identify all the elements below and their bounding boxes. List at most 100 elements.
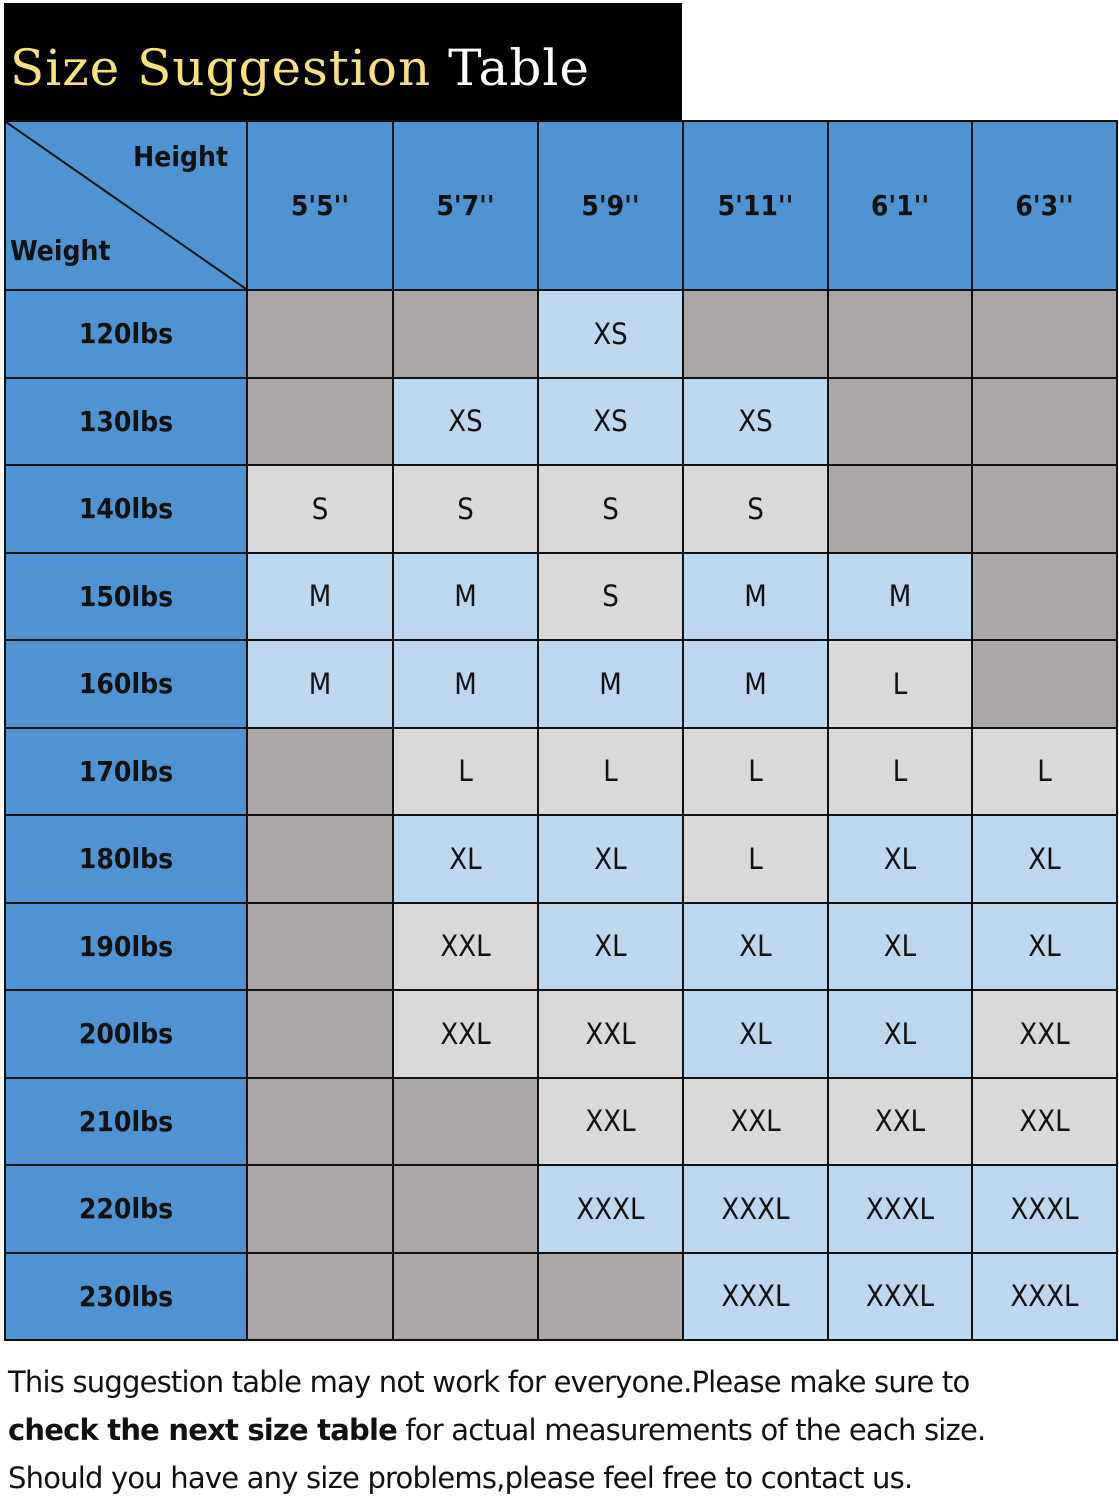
- weight-header: 120lbs: [6, 291, 248, 379]
- size-cell: [829, 291, 973, 379]
- size-cell: XXXL: [684, 1253, 829, 1341]
- size-cell: XXL: [684, 1078, 829, 1166]
- size-cell: L: [829, 728, 973, 816]
- size-cell: [248, 728, 394, 816]
- size-cell: XL: [539, 816, 684, 904]
- weight-header: 150lbs: [6, 553, 248, 641]
- size-cell: XL: [539, 903, 684, 991]
- title-banner: Size Suggestion Table: [4, 3, 682, 120]
- size-cell: [973, 291, 1118, 379]
- height-label: Height: [133, 140, 228, 173]
- size-cell: M: [394, 553, 539, 641]
- size-cell: M: [684, 553, 829, 641]
- size-cell: XXL: [829, 1078, 973, 1166]
- size-cell: XL: [394, 816, 539, 904]
- size-cell: [973, 378, 1118, 466]
- size-cell: XXL: [539, 1078, 684, 1166]
- size-cell: XL: [973, 816, 1118, 904]
- size-cell: [248, 378, 394, 466]
- size-cell: [973, 466, 1118, 554]
- height-header: 6'1'': [829, 122, 973, 291]
- size-cell: [973, 553, 1118, 641]
- height-header: 5'5'': [248, 122, 394, 291]
- corner-header: Height Weight: [6, 122, 248, 291]
- height-header: 5'9'': [539, 122, 684, 291]
- footnote: This suggestion table may not work for e…: [8, 1358, 986, 1502]
- size-cell: S: [394, 466, 539, 554]
- weight-header: 160lbs: [6, 641, 248, 729]
- size-cell: L: [394, 728, 539, 816]
- size-cell: [248, 1078, 394, 1166]
- weight-header: 170lbs: [6, 728, 248, 816]
- title-part2: Table: [448, 39, 590, 97]
- size-cell: S: [684, 466, 829, 554]
- weight-label: Weight: [10, 234, 111, 267]
- size-cell: M: [829, 553, 973, 641]
- height-header: 6'3'': [973, 122, 1118, 291]
- size-cell: XL: [973, 903, 1118, 991]
- size-cell: XXXL: [829, 1166, 973, 1254]
- height-header: 5'7'': [394, 122, 539, 291]
- size-cell: [248, 1166, 394, 1254]
- size-cell: XL: [829, 903, 973, 991]
- size-cell: L: [973, 728, 1118, 816]
- size-table: Height Weight 5'5'' 5'7'' 5'9'' 5'11'' 6'1''…: [4, 120, 1118, 1341]
- size-cell: L: [684, 728, 829, 816]
- size-cell: XXL: [539, 991, 684, 1079]
- weight-header: 190lbs: [6, 903, 248, 991]
- size-cell: XXL: [394, 903, 539, 991]
- title-part1: Size Suggestion: [10, 39, 432, 97]
- size-cell: XXXL: [829, 1253, 973, 1341]
- weight-header: 220lbs: [6, 1166, 248, 1254]
- note-line1: This suggestion table may not work for e…: [8, 1365, 970, 1399]
- size-cell: S: [539, 553, 684, 641]
- size-cell: [684, 291, 829, 379]
- size-cell: XS: [684, 378, 829, 466]
- weight-header: 130lbs: [6, 378, 248, 466]
- size-cell: L: [684, 816, 829, 904]
- size-cell: XXL: [973, 1078, 1118, 1166]
- weight-header: 200lbs: [6, 991, 248, 1079]
- note-bold: check the next size table: [8, 1413, 398, 1447]
- weight-header: 210lbs: [6, 1078, 248, 1166]
- size-cell: M: [248, 641, 394, 729]
- size-cell: M: [684, 641, 829, 729]
- size-cell: L: [539, 728, 684, 816]
- size-cell: [394, 1166, 539, 1254]
- size-cell: XXXL: [539, 1166, 684, 1254]
- size-cell: XL: [829, 816, 973, 904]
- size-cell: XXXL: [973, 1166, 1118, 1254]
- weight-header: 180lbs: [6, 816, 248, 904]
- size-cell: M: [394, 641, 539, 729]
- size-cell: S: [539, 466, 684, 554]
- size-cell: XS: [539, 291, 684, 379]
- size-cell: XS: [539, 378, 684, 466]
- size-cell: XXXL: [684, 1166, 829, 1254]
- size-cell: XS: [394, 378, 539, 466]
- size-cell: XL: [829, 991, 973, 1079]
- size-cell: M: [539, 641, 684, 729]
- weight-header: 140lbs: [6, 466, 248, 554]
- size-cell: [394, 1253, 539, 1341]
- size-cell: XL: [684, 991, 829, 1079]
- diagonal-line: [6, 122, 246, 289]
- size-cell: [539, 1253, 684, 1341]
- size-cell: [248, 816, 394, 904]
- size-cell: L: [829, 641, 973, 729]
- size-cell: [829, 378, 973, 466]
- size-cell: [248, 903, 394, 991]
- size-cell: [248, 991, 394, 1079]
- note-line3: Should you have any size problems,please…: [8, 1461, 913, 1495]
- size-cell: [394, 291, 539, 379]
- size-cell: [248, 1253, 394, 1341]
- size-cell: XXXL: [973, 1253, 1118, 1341]
- size-cell: S: [248, 466, 394, 554]
- size-cell: [973, 641, 1118, 729]
- height-header: 5'11'': [684, 122, 829, 291]
- size-cell: XL: [684, 903, 829, 991]
- size-cell: XXL: [394, 991, 539, 1079]
- size-cell: [829, 466, 973, 554]
- weight-header: 230lbs: [6, 1253, 248, 1341]
- note-line2: for actual measurements of the each size…: [396, 1413, 986, 1447]
- size-cell: [394, 1078, 539, 1166]
